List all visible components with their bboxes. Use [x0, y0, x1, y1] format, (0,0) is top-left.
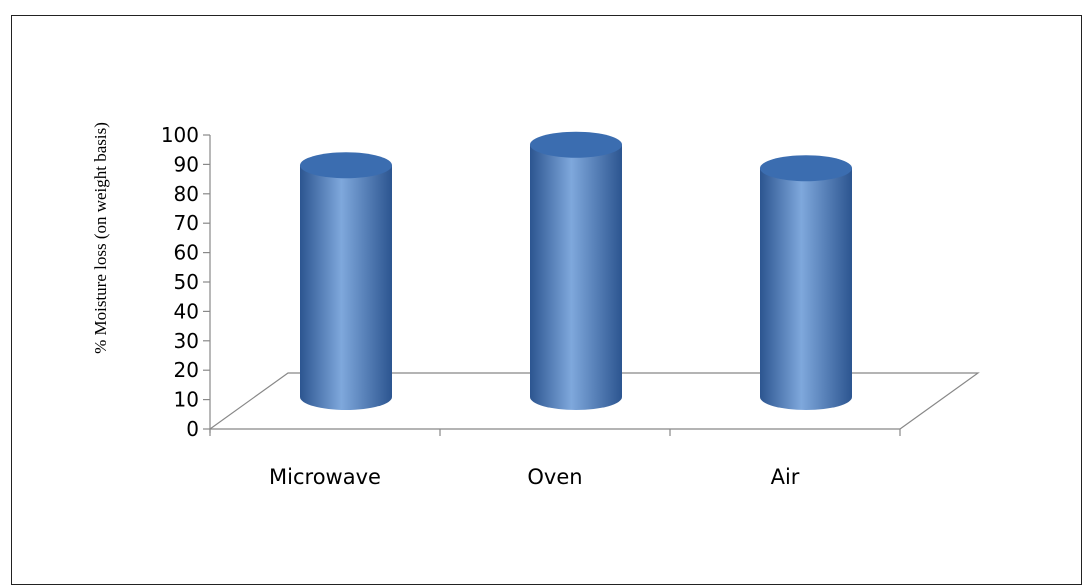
x-category-label: Oven — [527, 465, 582, 489]
x-axis: Microwave Oven Air — [209, 429, 901, 489]
y-tick-label: 100 — [161, 123, 199, 147]
y-axis: 0 10 20 30 40 50 60 70 80 90 100 — [161, 123, 900, 441]
y-tick-label: 80 — [174, 182, 199, 206]
y-tick-label: 20 — [174, 358, 199, 382]
bars — [300, 131, 852, 410]
bar-cylinder — [760, 155, 852, 410]
bar-body — [530, 144, 622, 410]
bar-body — [300, 165, 392, 410]
y-tick-label: 40 — [174, 299, 199, 323]
floor-back-edge — [209, 372, 980, 430]
y-tick-label: 0 — [186, 417, 199, 441]
x-category-label: Air — [771, 465, 800, 489]
y-axis-title: % Moisture loss (on weight basis) — [91, 122, 110, 354]
bar-cylinder — [530, 131, 622, 410]
bar-cylinder — [300, 152, 392, 410]
y-tick-label: 30 — [174, 329, 199, 353]
bar-top — [760, 155, 852, 182]
y-tick-label: 60 — [174, 241, 199, 265]
x-category-label: Microwave — [269, 465, 381, 489]
bar-body — [760, 168, 852, 410]
y-tick-label: 90 — [174, 152, 199, 176]
y-tick-label: 50 — [174, 270, 199, 294]
chart-floor — [209, 372, 980, 430]
bar-top — [300, 152, 392, 179]
y-tick-label: 10 — [174, 388, 199, 412]
y-tick-label: 70 — [174, 211, 199, 235]
bar-top — [530, 131, 622, 158]
